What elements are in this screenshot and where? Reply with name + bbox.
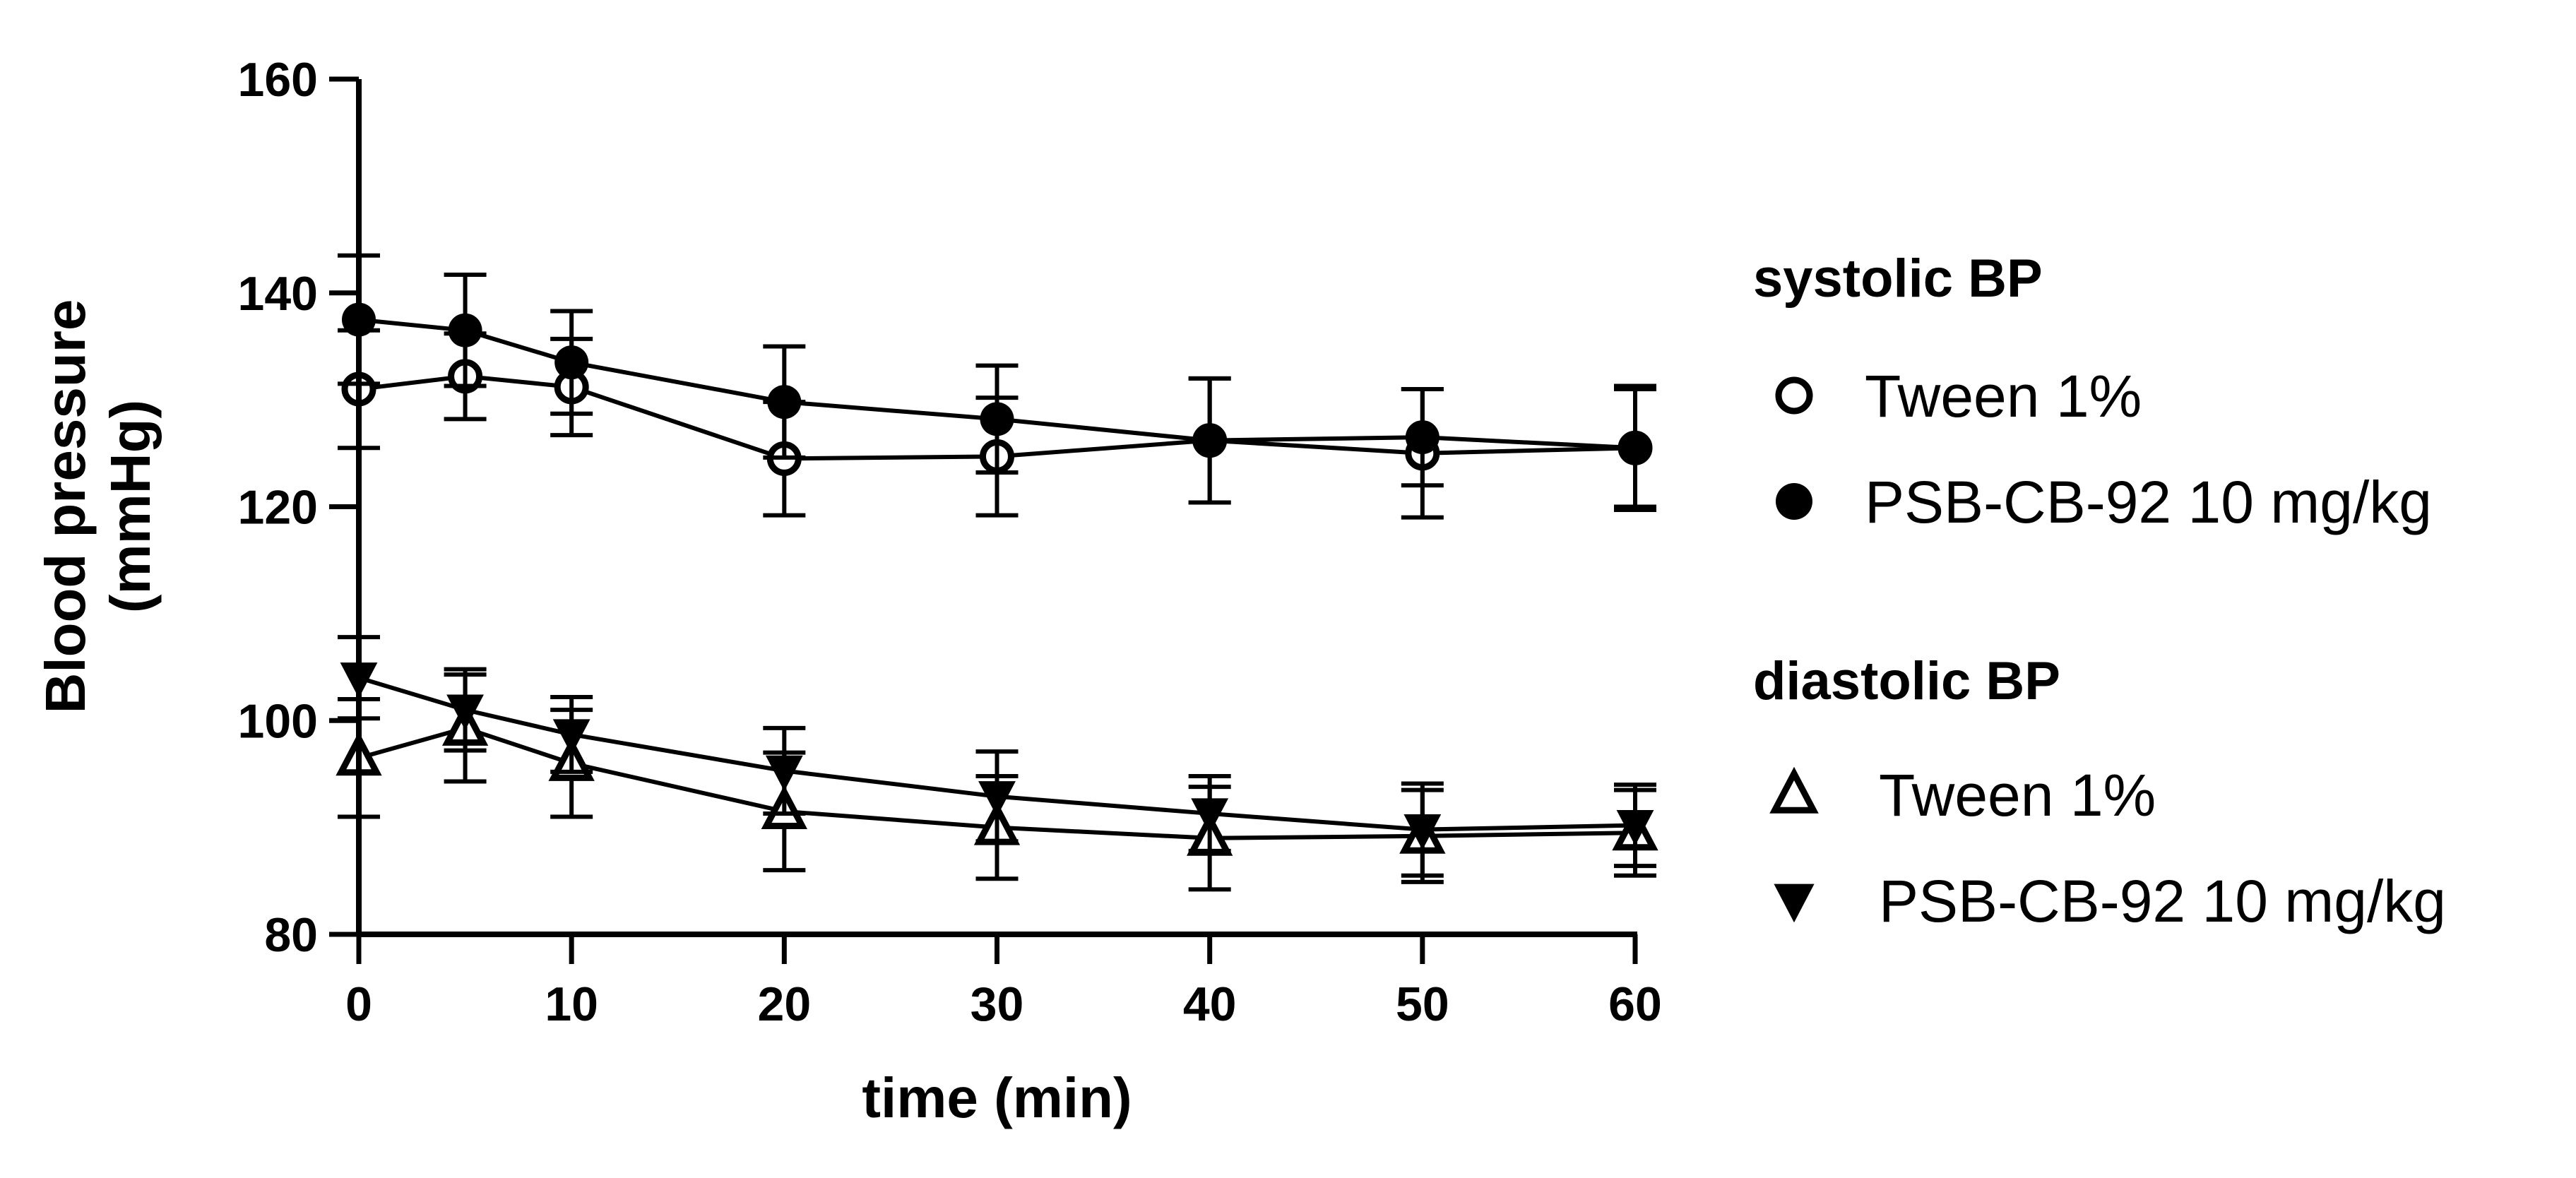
x-tick-label: 10 [545, 977, 598, 1031]
legend-item: Tween 1% [1775, 363, 2142, 429]
x-tick-label: 0 [345, 977, 372, 1031]
y-tick-label: 140 [238, 267, 318, 321]
data-point [446, 694, 484, 730]
legend-item: PSB-CB-92 10 mg/kg [1776, 469, 2432, 535]
y-axis-title: Blood pressure(mmHg) [34, 299, 162, 714]
y-tick-label: 160 [238, 53, 318, 107]
x-axis-title: time (min) [862, 1066, 1132, 1129]
data-point [767, 385, 802, 420]
y-axis-title-line: (mmHg) [99, 400, 162, 613]
series-line [358, 725, 1636, 840]
series-4 [338, 635, 1656, 878]
data-point [765, 755, 803, 792]
y-tick-label: 120 [238, 481, 318, 535]
data-point [552, 719, 590, 755]
legend-label: PSB-CB-92 10 mg/kg [1879, 868, 2446, 934]
legend-item: Tween 1% [1769, 762, 2156, 828]
x-tick-label: 40 [1183, 977, 1237, 1031]
legend-item: PSB-CB-92 10 mg/kg [1774, 868, 2446, 934]
legend-group-2: diastolic BP Tween 1% PSB-CB-92 10 mg/kg [1753, 651, 2446, 934]
legend-heading: systolic BP [1753, 249, 2043, 309]
axes: 80 100 120 140 160 0 10 20 30 40 50 60 time (min) Blo… [34, 53, 1662, 1129]
plot-marks [336, 253, 1658, 892]
legend-label: PSB-CB-92 10 mg/kg [1865, 469, 2432, 535]
x-tick-label: 50 [1396, 977, 1449, 1031]
data-point [1191, 798, 1229, 834]
x-tick-label: 20 [758, 977, 812, 1031]
data-point [448, 313, 482, 347]
x-tick-label: 60 [1608, 977, 1662, 1031]
y-axis-title-line: Blood pressure [34, 299, 97, 714]
series-line [358, 675, 1636, 832]
data-point [1403, 814, 1442, 850]
data-point [1616, 809, 1654, 846]
y-tick-label: 100 [238, 694, 318, 748]
legend-marker [1776, 483, 1812, 520]
legend-heading: diastolic BP [1753, 651, 2060, 711]
data-point [1618, 431, 1652, 465]
series-line [358, 374, 1636, 461]
legend-marker [1774, 884, 1815, 923]
data-point [980, 402, 1014, 436]
legend-label: Tween 1% [1879, 762, 2156, 828]
data-point [1405, 420, 1440, 455]
legend-label: Tween 1% [1865, 363, 2142, 429]
x-tick-label: 30 [971, 977, 1024, 1031]
y-tick-label: 80 [264, 908, 318, 962]
series-line [358, 317, 1636, 451]
data-point [1192, 423, 1227, 458]
data-point [554, 345, 589, 380]
data-point [978, 781, 1016, 817]
legend-group-1: systolic BP Tween 1% PSB-CB-92 10 mg/kg [1753, 249, 2432, 535]
legend-marker [1769, 766, 1819, 814]
legend-marker [1775, 376, 1813, 415]
